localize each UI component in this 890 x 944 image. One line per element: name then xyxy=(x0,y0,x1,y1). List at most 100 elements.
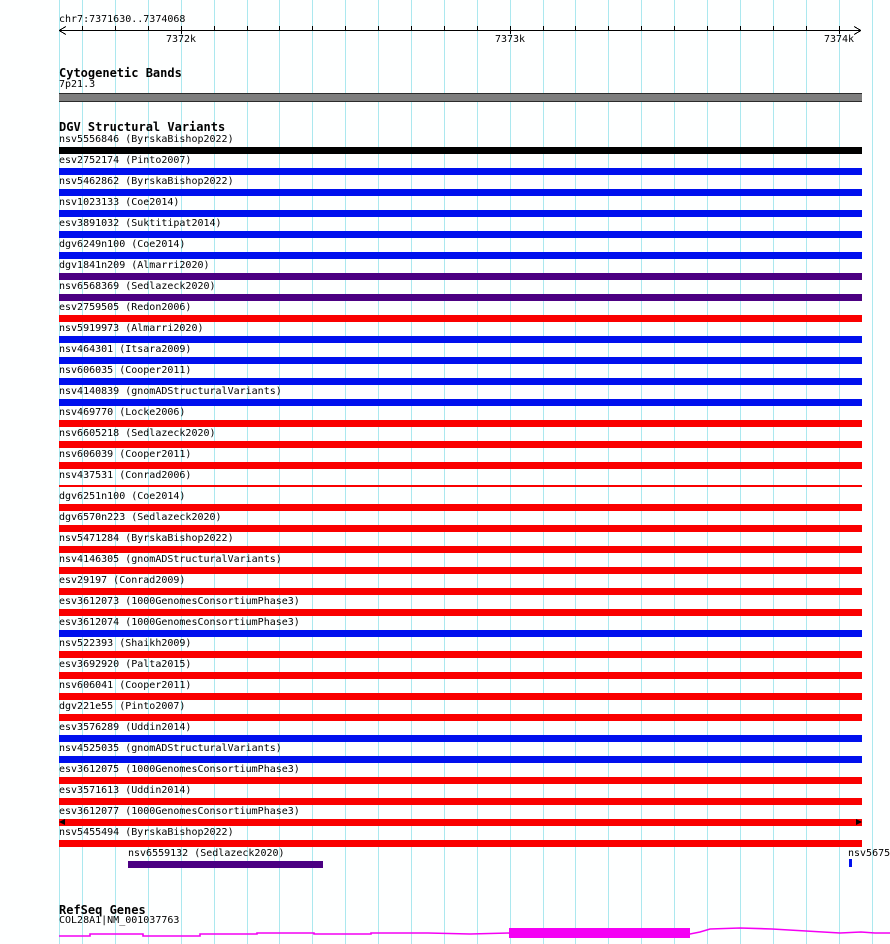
variant-label: nsv6605218 (Sedlazeck2020) xyxy=(59,428,216,439)
grid-line xyxy=(411,0,412,944)
grid-line xyxy=(806,0,807,944)
variant-bar[interactable] xyxy=(59,378,862,385)
grid-line xyxy=(773,0,774,944)
variant-label: dgv6570n223 (Sedlazeck2020) xyxy=(59,512,222,523)
grid-line xyxy=(378,0,379,944)
clip-left-arrow-icon xyxy=(59,819,65,825)
variant-label: nsv5675 xyxy=(848,848,890,859)
grid-line xyxy=(543,0,544,944)
variant-bar[interactable] xyxy=(59,399,862,406)
variant-bar[interactable] xyxy=(59,420,862,427)
ruler-tick-label: 7373k xyxy=(494,34,526,45)
grid-line xyxy=(181,0,182,944)
variant-label: esv2752174 (Pinto2007) xyxy=(59,155,192,166)
grid-line xyxy=(279,0,280,944)
variant-bar[interactable] xyxy=(59,441,862,448)
refseq-track-title: RefSeq Genes xyxy=(59,903,146,917)
ruler-tick-label: 7374k xyxy=(823,34,855,45)
variant-bar[interactable] xyxy=(59,273,862,280)
grid-line xyxy=(674,0,675,944)
grid-line xyxy=(115,0,116,944)
variant-label: dgv221e55 (Pinto2007) xyxy=(59,701,186,712)
variant-label: esv3612077 (1000GenomesConsortiumPhase3) xyxy=(59,806,300,817)
grid-line xyxy=(510,0,511,944)
cytobands-track-title: Cytogenetic Bands xyxy=(59,66,182,80)
variant-label: dgv6249n100 (Coe2014) xyxy=(59,239,186,250)
variant-label: nsv4146305 (gnomADStructuralVariants) xyxy=(59,554,282,565)
variant-bar[interactable] xyxy=(59,504,862,511)
variant-bar[interactable] xyxy=(59,777,862,784)
variant-label: esv3891032 (Suktitipat2014) xyxy=(59,218,222,229)
gene-name-label: COL28A1|NM_001037763 xyxy=(59,915,180,926)
variant-bar[interactable] xyxy=(59,357,862,364)
cytoband-name-label: 7p21.3 xyxy=(59,79,96,90)
variant-bar[interactable] xyxy=(59,567,862,574)
grid-line xyxy=(872,0,873,944)
variant-bar[interactable] xyxy=(59,336,862,343)
variant-label: nsv5462862 (ByrskaBishop2022) xyxy=(59,176,234,187)
gene-exon[interactable] xyxy=(509,928,690,938)
variant-label: nsv4140839 (gnomADStructuralVariants) xyxy=(59,386,282,397)
variant-label: esv29197 (Conrad2009) xyxy=(59,575,186,586)
variant-bar[interactable] xyxy=(59,231,862,238)
variant-bar[interactable] xyxy=(59,714,862,721)
clip-right-arrow-icon xyxy=(856,819,862,825)
grid-line xyxy=(247,0,248,944)
variant-label: nsv5919973 (Almarri2020) xyxy=(59,323,204,334)
variant-label: nsv469770 (Locke2006) xyxy=(59,407,186,418)
variant-bar[interactable] xyxy=(59,630,862,637)
variant-label: nsv437531 (Conrad2006) xyxy=(59,470,192,481)
ruler xyxy=(58,26,862,35)
variant-bar[interactable] xyxy=(849,859,852,867)
variant-label: nsv1023133 (Coe2014) xyxy=(59,197,180,208)
gene-glyph[interactable] xyxy=(0,900,890,944)
variant-label: nsv606039 (Cooper2011) xyxy=(59,449,192,460)
grid-line xyxy=(214,0,215,944)
grid-line xyxy=(707,0,708,944)
grid-line xyxy=(82,0,83,944)
variant-bar[interactable] xyxy=(59,819,862,826)
variant-bar[interactable] xyxy=(59,189,862,196)
variant-bar[interactable] xyxy=(128,861,323,868)
grid-line xyxy=(740,0,741,944)
variant-label: nsv5471284 (ByrskaBishop2022) xyxy=(59,533,234,544)
variant-bar[interactable] xyxy=(59,210,862,217)
variant-bar[interactable] xyxy=(59,672,862,679)
variant-bar[interactable] xyxy=(59,609,862,616)
variant-bar[interactable] xyxy=(59,462,862,469)
variant-bar[interactable] xyxy=(59,485,862,487)
variant-bar[interactable] xyxy=(59,651,862,658)
variant-bar[interactable] xyxy=(59,693,862,700)
variant-label: nsv606035 (Cooper2011) xyxy=(59,365,192,376)
cytoband-bar xyxy=(59,93,862,102)
variant-label: nsv4525035 (gnomADStructuralVariants) xyxy=(59,743,282,754)
region-coordinates: chr7:7371630..7374068 xyxy=(59,14,186,25)
variant-label: esv3692920 (Palta2015) xyxy=(59,659,192,670)
variant-label: nsv6568369 (Sedlazeck2020) xyxy=(59,281,216,292)
grid-line xyxy=(148,0,149,944)
grid-line xyxy=(444,0,445,944)
variant-bar[interactable] xyxy=(59,798,862,805)
variant-bar[interactable] xyxy=(59,168,862,175)
variant-label: nsv6559132 (Sedlazeck2020) xyxy=(128,848,285,859)
variant-label: esv3576289 (Uddin2014) xyxy=(59,722,192,733)
variant-label: esv3571613 (Uddin2014) xyxy=(59,785,192,796)
variant-bar[interactable] xyxy=(59,756,862,763)
variant-label: nsv5556846 (ByrskaBishop2022) xyxy=(59,134,234,145)
variant-label: esv3612074 (1000GenomesConsortiumPhase3) xyxy=(59,617,300,628)
variant-bar[interactable] xyxy=(59,147,862,154)
variant-bar[interactable] xyxy=(59,252,862,259)
variant-label: nsv606041 (Cooper2011) xyxy=(59,680,192,691)
variant-label: esv3612075 (1000GenomesConsortiumPhase3) xyxy=(59,764,300,775)
grid-line xyxy=(575,0,576,944)
variant-bar[interactable] xyxy=(59,735,862,742)
variant-label: nsv464301 (Itsara2009) xyxy=(59,344,192,355)
grid-line xyxy=(608,0,609,944)
variant-bar[interactable] xyxy=(59,525,862,532)
variant-bar[interactable] xyxy=(59,840,862,847)
variant-bar[interactable] xyxy=(59,294,862,301)
dgv-track-title: DGV Structural Variants xyxy=(59,120,226,134)
variant-bar[interactable] xyxy=(59,588,862,595)
variant-bar[interactable] xyxy=(59,315,862,322)
variant-bar[interactable] xyxy=(59,546,862,553)
